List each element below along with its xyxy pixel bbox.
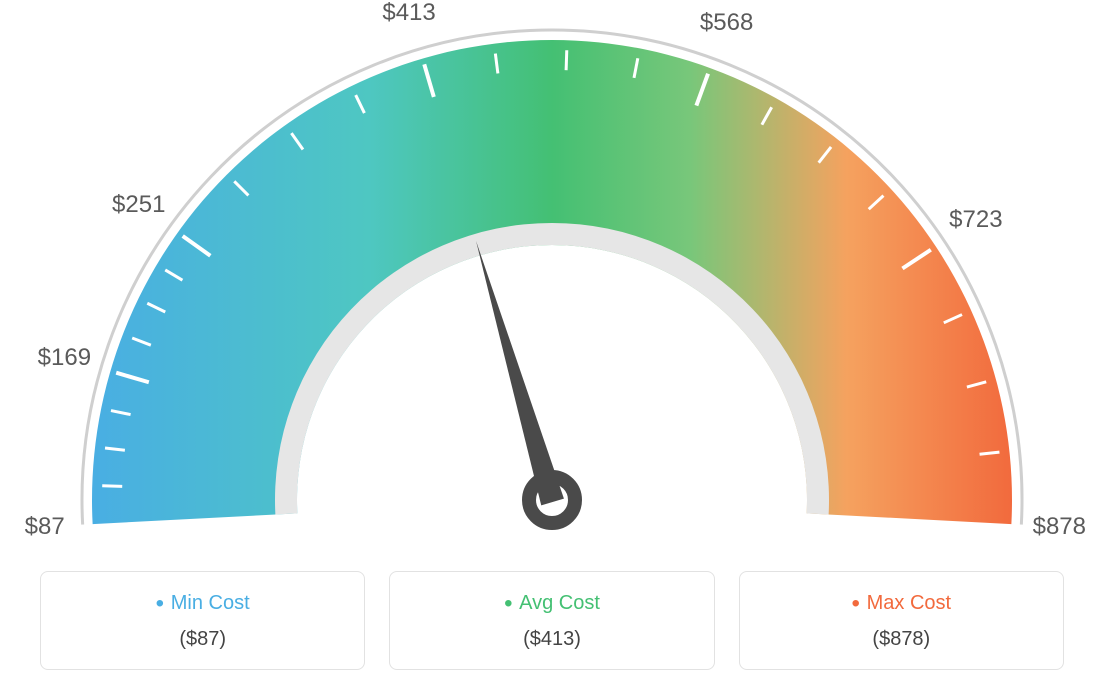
legend-card-max: Max Cost ($878) [739,571,1064,670]
legend-row: Min Cost ($87) Avg Cost ($413) Max Cost … [40,571,1064,670]
legend-card-avg: Avg Cost ($413) [389,571,714,670]
gauge-chart: $87 $169 $251 $413 $568 $723 $878 [0,0,1104,560]
tick-label: $878 [1033,513,1086,541]
gauge-arc [92,40,1012,524]
tick-minor [566,50,567,70]
tick-label: $169 [38,344,91,372]
legend-value-min: ($87) [51,628,354,651]
legend-title-max: Max Cost [750,590,1053,618]
tick-label: $87 [25,513,65,541]
tick-label: $723 [949,206,1002,234]
tick-label: $251 [112,191,165,219]
tick-minor [102,486,122,487]
tick-minor [980,452,1000,454]
tick-label: $568 [700,9,753,37]
legend-title-avg: Avg Cost [400,590,703,618]
legend-title-min: Min Cost [51,590,354,618]
tick-label: $413 [382,0,435,27]
gauge-svg [0,0,1104,560]
legend-value-avg: ($413) [400,628,703,651]
legend-value-max: ($878) [750,628,1053,651]
legend-card-min: Min Cost ($87) [40,571,365,670]
needle [476,241,564,505]
